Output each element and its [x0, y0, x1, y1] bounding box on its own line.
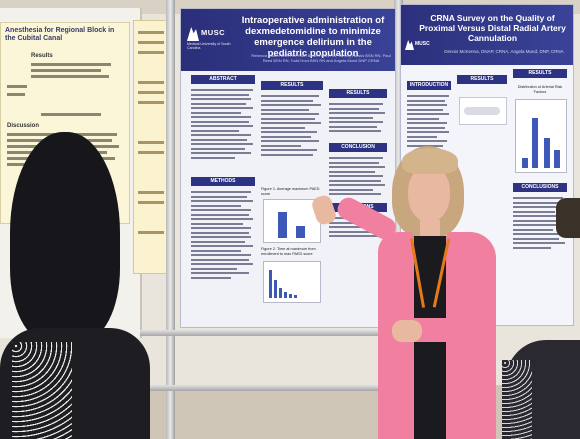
viewer-right: [496, 300, 580, 439]
presenter-woman: [310, 140, 520, 439]
section-results-right: RESULTS: [457, 75, 507, 84]
right-poster-title: CRNA Survey on the Quality of Proximal V…: [419, 13, 566, 43]
section-conclusion: CONCLUSION: [329, 143, 387, 152]
figure1-caption: Figure 1. Average maximum PAED score: [261, 187, 320, 196]
viewer-left: [0, 132, 150, 439]
section-results: RESULTS: [261, 81, 323, 90]
musc-logo-icon: [405, 40, 414, 50]
section-results-2: RESULTS: [329, 89, 387, 98]
frame-post: [166, 0, 175, 439]
left-poster-discussion-heading: Discussion: [7, 123, 40, 129]
musc-logo-small: MUSC: [405, 39, 437, 59]
right-poster-authors: Dennis McKenna, DNAP, CRNA, Angela Mund,…: [444, 49, 564, 54]
section-abstract: ABSTRACT: [191, 75, 255, 84]
frame-rail: [140, 330, 400, 336]
section-results-right-2: RESULTS: [513, 69, 567, 78]
musc-logo-icon: [187, 27, 199, 41]
frame-rail: [140, 385, 400, 391]
figure2-chart: [263, 261, 321, 303]
left-poster-title: Anesthesia for Regional Block in the Cub…: [5, 27, 115, 42]
viewer-right-glasses: [556, 198, 580, 238]
center-poster-authors: Rebecca Bloom BSN RN, Ruth Bowen BSN RN,…: [251, 53, 391, 63]
left-side-poster: [133, 20, 169, 274]
section-methods: METHODS: [191, 177, 255, 186]
right-chart: [515, 99, 567, 173]
figure2-caption: Figure 2. Time at maximum from enrollmen…: [261, 247, 316, 256]
musc-logo: MUSC Medical University of South Carolin…: [187, 27, 231, 50]
right-poster-header: CRNA Survey on the Quality of Proximal V…: [401, 5, 573, 65]
section-introduction: INTRODUCTION: [407, 81, 451, 90]
center-poster-title: Intraoperative administration of dexmede…: [241, 15, 385, 59]
center-poster-header: MUSC Medical University of South Carolin…: [181, 9, 395, 71]
left-poster-results-heading: Results: [31, 53, 53, 59]
right-chart-caption: Distribution of Arterial Risk Factors: [517, 85, 563, 94]
arm-image: [459, 97, 507, 125]
section-conclusions: CONCLUSIONS: [513, 183, 567, 192]
